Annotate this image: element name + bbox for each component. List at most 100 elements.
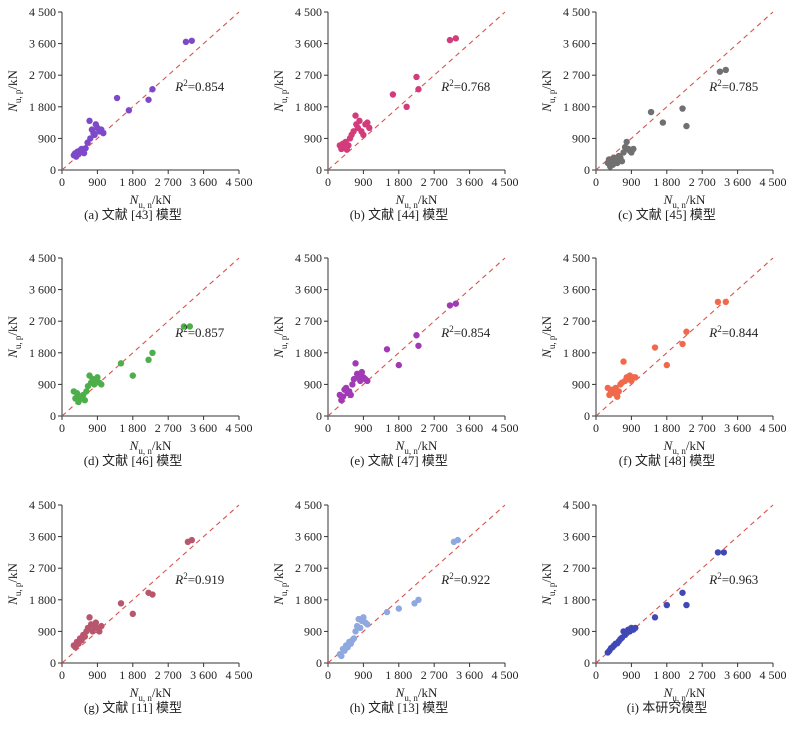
scatter-panel: 0 0 900 900 1 800 1 800 2 700 2 700 3 600 3 600 4 … <box>0 493 266 735</box>
data-point <box>352 112 359 119</box>
x-tick-label: 0 <box>325 668 331 682</box>
y-tick-label: 4 500 <box>563 498 590 512</box>
data-point <box>358 368 366 376</box>
reference-line <box>595 257 774 417</box>
x-axis-title: Nu, n/kN <box>395 438 438 456</box>
x-tick-label: 1 800 <box>119 175 146 189</box>
y-tick-label: 4 500 <box>295 251 322 265</box>
y-tick-label: 3 600 <box>29 530 56 544</box>
x-axis-title: Nu, n/kN <box>663 438 706 456</box>
data-point <box>80 149 88 157</box>
panel-caption: (h) 文献 [13] 模型 <box>349 700 449 715</box>
r2-annotation: R2=0.854 <box>440 324 491 340</box>
data-point <box>352 360 359 367</box>
y-tick-label: 900 <box>38 377 56 391</box>
y-axis-title: Nu, p/kN <box>539 563 557 606</box>
data-point <box>338 652 345 660</box>
y-tick-label: 2 700 <box>295 68 322 82</box>
data-point <box>647 108 655 116</box>
y-tick-label: 0 <box>50 163 56 177</box>
data-point <box>349 381 356 388</box>
y-tick-label: 3 600 <box>295 530 322 544</box>
data-point <box>620 358 627 365</box>
data-point <box>383 346 391 353</box>
x-tick-label: 2 700 <box>689 175 716 189</box>
scatter-panel: 0 0 900 900 1 800 1 800 2 700 2 700 3 600 3 600 4 … <box>534 246 800 488</box>
data-point <box>91 131 98 139</box>
data-point <box>415 342 422 349</box>
data-point <box>366 124 373 132</box>
x-tick-label: 2 700 <box>689 668 716 682</box>
x-tick-label: 3 600 <box>190 668 217 682</box>
x-tick-label: 2 700 <box>421 668 448 682</box>
panel-caption: (i) 本研究模型 <box>626 700 708 715</box>
data-point <box>145 96 152 103</box>
y-tick-label: 1 800 <box>29 346 56 360</box>
y-tick-label: 4 500 <box>295 5 322 19</box>
data-point <box>663 361 670 369</box>
x-tick-label: 4 500 <box>492 175 519 189</box>
y-tick-label: 900 <box>572 377 590 391</box>
x-tick-label: 3 600 <box>724 668 751 682</box>
scatter-panel: 0 0 900 900 1 800 1 800 2 700 2 700 3 600 3 600 4 … <box>534 493 800 735</box>
y-tick-label: 900 <box>304 624 322 638</box>
x-tick-label: 900 <box>354 421 372 435</box>
data-point <box>186 323 194 330</box>
data-point <box>683 601 690 609</box>
panel-caption: (a) 文献 [43] 模型 <box>84 207 182 222</box>
data-point <box>129 610 136 618</box>
data-point <box>86 117 93 125</box>
x-tick-label: 0 <box>59 175 65 189</box>
scatter-plot: 00 900 900 1 800 1 800 2 700 2 700 3 600 3 600 4 … <box>539 5 787 210</box>
x-tick-label: 2 700 <box>421 421 448 435</box>
y-tick-label: 1 800 <box>29 593 56 607</box>
y-axis-title: Nu, p/kN <box>539 70 557 113</box>
data-point <box>630 145 637 153</box>
r2-annotation: R2=0.854 <box>174 78 225 94</box>
data-point <box>100 129 107 137</box>
data-point <box>364 377 371 385</box>
data-point <box>180 323 188 330</box>
data-point <box>683 122 690 130</box>
data-point <box>129 372 136 379</box>
r2-annotation: R2=0.922 <box>440 571 490 587</box>
x-tick-label: 900 <box>88 421 106 435</box>
scatter-plot: 00 900 900 1 800 1 800 2 700 2 700 3 600 3 600 4 … <box>271 251 519 456</box>
data-point <box>415 596 422 603</box>
data-point <box>620 149 627 156</box>
x-tick-label: 900 <box>88 668 106 682</box>
y-tick-label: 900 <box>304 131 322 145</box>
data-point <box>714 298 722 306</box>
data-point <box>94 374 101 381</box>
data-point <box>87 135 94 142</box>
data-point <box>357 624 364 632</box>
x-tick-label: 1 800 <box>653 421 680 435</box>
x-axis-title: Nu, n/kN <box>395 685 438 703</box>
data-point <box>83 388 90 395</box>
x-tick-label: 4 500 <box>226 421 253 435</box>
x-tick-label: 0 <box>325 421 331 435</box>
y-tick-label: 3 600 <box>295 283 322 297</box>
y-tick-label: 0 <box>316 163 322 177</box>
x-tick-label: 3 600 <box>456 175 483 189</box>
y-axis-title: Nu, p/kN <box>271 70 289 113</box>
y-tick-label: 0 <box>584 409 590 423</box>
reference-line <box>61 504 240 664</box>
data-point <box>352 628 359 635</box>
data-point <box>149 86 156 93</box>
data-point <box>618 158 626 165</box>
x-axis-title: Nu, n/kN <box>395 192 438 210</box>
y-tick-label: 4 500 <box>29 251 56 265</box>
data-point <box>145 356 152 364</box>
panel-caption: (e) 文献 [47] 模型 <box>350 453 448 468</box>
y-tick-label: 900 <box>38 624 56 638</box>
r2-annotation: R2=0.919 <box>174 571 224 587</box>
x-tick-label: 900 <box>622 175 640 189</box>
y-tick-label: 4 500 <box>29 498 56 512</box>
data-point <box>364 119 371 126</box>
x-tick-label: 0 <box>59 421 65 435</box>
x-tick-label: 3 600 <box>724 421 751 435</box>
x-tick-label: 3 600 <box>190 421 217 435</box>
y-tick-label: 4 500 <box>29 5 56 19</box>
